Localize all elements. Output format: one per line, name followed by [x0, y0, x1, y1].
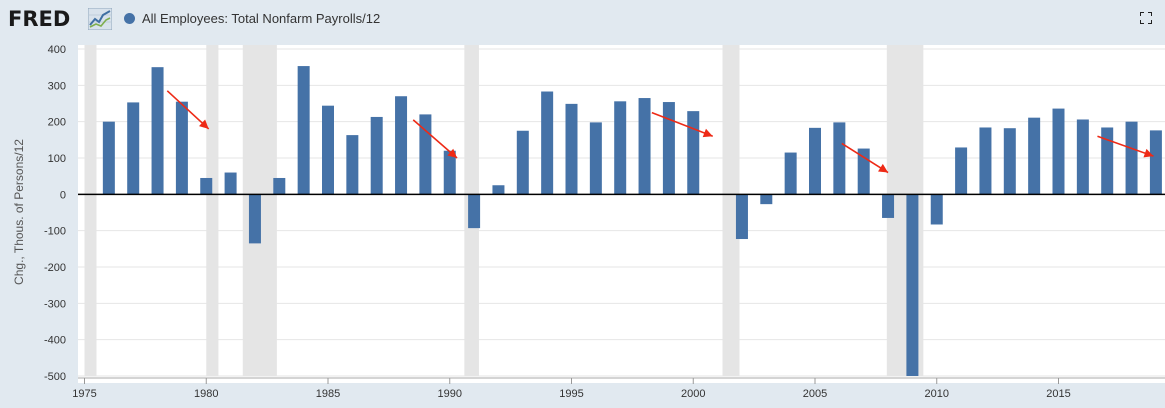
- annotation-arrow: [651, 111, 714, 137]
- bar: [395, 96, 408, 195]
- bar: [297, 66, 310, 195]
- bar: [784, 152, 797, 195]
- bar: [419, 114, 432, 195]
- bar: [614, 101, 627, 195]
- y-tick-label: -300: [44, 298, 66, 310]
- x-tick-label: 1975: [72, 388, 96, 400]
- bar: [346, 135, 359, 195]
- recession-band: [722, 45, 740, 376]
- bar: [687, 111, 700, 195]
- y-tick-label: -100: [44, 226, 66, 238]
- x-tick-label: 2005: [803, 388, 827, 400]
- x-tick-label: 1980: [194, 388, 218, 400]
- bar: [979, 127, 992, 195]
- annotation-arrowhead: [878, 163, 889, 173]
- annotation-arrow: [412, 119, 458, 159]
- bar: [1149, 130, 1162, 195]
- x-tick-label: 1995: [559, 388, 583, 400]
- fred-graph-icon: [88, 8, 112, 30]
- bar: [516, 130, 529, 195]
- legend-series-label[interactable]: All Employees: Total Nonfarm Payrolls/12: [142, 11, 381, 26]
- bar: [541, 91, 554, 195]
- bar: [638, 98, 651, 195]
- bar: [224, 172, 237, 195]
- fred-logo[interactable]: FRED: [8, 7, 71, 31]
- recession-band: [206, 45, 219, 376]
- bar: [370, 116, 383, 195]
- bar: [127, 102, 140, 195]
- bar: [955, 147, 968, 195]
- y-tick-label: -500: [44, 371, 66, 383]
- annotation-arrow: [166, 90, 210, 130]
- bar: [833, 122, 846, 195]
- bar: [200, 177, 213, 195]
- bar: [882, 194, 895, 218]
- annotation-arrowhead: [199, 119, 209, 129]
- bar: [906, 194, 919, 376]
- y-tick-label: 400: [48, 44, 66, 56]
- y-tick-label: 200: [48, 117, 66, 129]
- bar: [443, 150, 456, 195]
- annotation-arrow: [1097, 135, 1154, 157]
- y-tick-label: 100: [48, 153, 66, 165]
- x-tick-label: 2015: [1046, 388, 1070, 400]
- bar: [492, 185, 505, 195]
- bar: [175, 101, 188, 195]
- bar: [248, 194, 261, 244]
- bar: [1003, 128, 1016, 195]
- annotation-arrow: [841, 142, 889, 174]
- legend-series-marker: [124, 13, 135, 24]
- bar: [1028, 117, 1041, 195]
- bar: [1125, 121, 1138, 195]
- x-tick-label: 2010: [925, 388, 949, 400]
- bar: [1101, 127, 1114, 195]
- y-tick-label: 0: [60, 189, 66, 201]
- y-tick-label: -400: [44, 335, 66, 347]
- annotation-arrowhead: [1143, 148, 1154, 158]
- bar: [1076, 119, 1089, 195]
- y-tick-label: -200: [44, 262, 66, 274]
- bar: [1052, 108, 1065, 195]
- bar: [151, 67, 164, 195]
- bar: [809, 127, 821, 195]
- bar: [735, 194, 748, 240]
- bar: [760, 194, 773, 205]
- bar: [565, 103, 578, 195]
- bar: [273, 177, 286, 195]
- x-tick-label: 1990: [438, 388, 462, 400]
- y-axis-label: Chg., Thous. of Persons/12: [12, 139, 26, 285]
- annotation-arrowhead: [702, 128, 713, 138]
- x-tick-label: 2000: [681, 388, 705, 400]
- bar: [322, 105, 334, 195]
- bar: [468, 194, 481, 229]
- bar: [662, 102, 675, 195]
- x-tick-label: 1985: [316, 388, 340, 400]
- chart-header: FRED All Employees: Total Nonfarm Payrol…: [0, 0, 1165, 40]
- recession-band: [84, 45, 97, 376]
- bar: [102, 121, 115, 195]
- bar: [930, 194, 943, 225]
- y-tick-label: 300: [48, 80, 66, 92]
- bar: [589, 122, 602, 195]
- annotation-arrowhead: [447, 148, 458, 158]
